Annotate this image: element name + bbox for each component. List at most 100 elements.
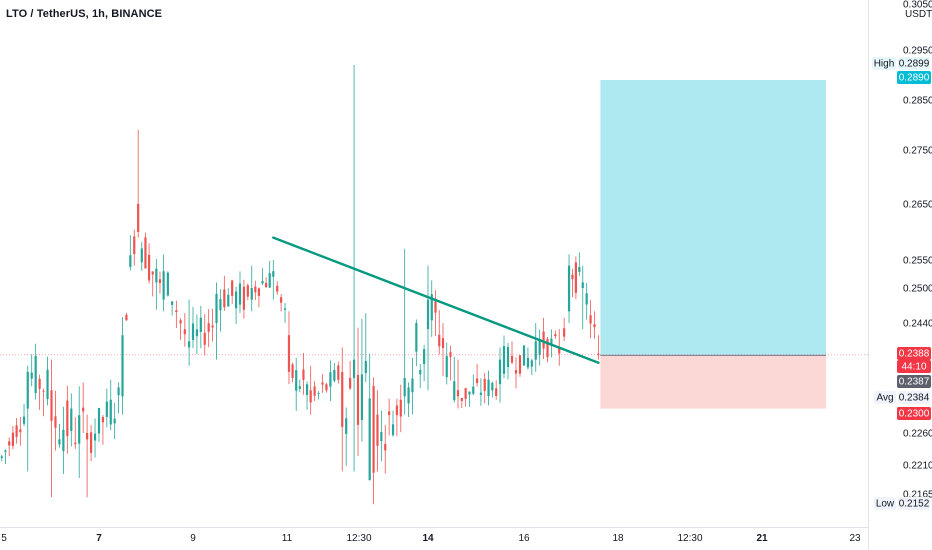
candle-body bbox=[15, 425, 18, 437]
low-tag-bg bbox=[874, 497, 896, 510]
candle-body bbox=[158, 279, 162, 283]
candle-body bbox=[546, 339, 549, 358]
avg-tag-text: Avg bbox=[876, 393, 893, 404]
candle-body bbox=[430, 294, 433, 321]
candle-body bbox=[426, 299, 430, 330]
candle-body bbox=[483, 378, 486, 391]
candle-body bbox=[183, 329, 186, 335]
x-tick-label: 23 bbox=[849, 533, 861, 544]
x-tick-label: 18 bbox=[612, 533, 624, 544]
candle-body bbox=[574, 262, 577, 293]
avg-value-tag-bg bbox=[898, 391, 930, 404]
candle-body bbox=[491, 382, 494, 391]
candle-body bbox=[510, 355, 514, 363]
candle-body bbox=[522, 345, 526, 366]
take-profit-zone bbox=[600, 80, 826, 356]
low-value-tag-text: 0.2152 bbox=[899, 499, 930, 510]
candle-body bbox=[456, 390, 460, 397]
candle-body bbox=[309, 390, 312, 403]
candle-body bbox=[360, 374, 364, 420]
candle-body bbox=[283, 308, 287, 310]
candle-body bbox=[449, 352, 452, 357]
candle-body bbox=[438, 334, 441, 347]
target-value-tag-text: 0.2890 bbox=[899, 73, 930, 84]
candle-body bbox=[388, 411, 391, 415]
candle-body bbox=[506, 346, 510, 368]
high-value-tag-bg bbox=[898, 57, 930, 70]
candle-body bbox=[19, 429, 22, 433]
candle-body bbox=[86, 433, 89, 440]
candle-body bbox=[109, 399, 112, 425]
candle-body bbox=[0, 456, 3, 459]
candles bbox=[0, 65, 600, 505]
y-tick-label: 0.2950 bbox=[903, 46, 932, 57]
candle-body bbox=[268, 273, 271, 288]
candle-body bbox=[250, 288, 253, 300]
candle-body bbox=[89, 432, 93, 453]
y-tick-label: 0.2260 bbox=[903, 429, 932, 440]
candle-body bbox=[97, 407, 101, 434]
candle-body bbox=[171, 301, 174, 305]
candle-body bbox=[518, 355, 522, 374]
candle-body bbox=[58, 439, 61, 445]
candle-body bbox=[384, 444, 387, 451]
stop-value-tag-bg bbox=[897, 407, 931, 420]
candle-body bbox=[34, 355, 37, 394]
entry-value-tag: 0.2387 bbox=[897, 375, 931, 388]
y-tick-label: 0.2650 bbox=[903, 200, 932, 211]
candle-body bbox=[227, 294, 230, 307]
candle-body bbox=[261, 281, 264, 284]
candle-body bbox=[495, 388, 498, 396]
candle-body bbox=[133, 236, 136, 255]
low-value-tag: 0.2152 bbox=[898, 497, 930, 510]
candle-body bbox=[578, 266, 581, 272]
candle-body bbox=[62, 429, 65, 452]
x-tick-label: 14 bbox=[422, 533, 434, 544]
candle-body bbox=[472, 386, 475, 394]
low-value-tag-bg bbox=[898, 497, 930, 510]
candle-body bbox=[74, 442, 77, 445]
candle-body bbox=[589, 315, 592, 324]
candle-body bbox=[460, 397, 463, 401]
candle-body bbox=[291, 364, 294, 379]
candle-body bbox=[162, 271, 165, 300]
countdown-tag: 44:10 bbox=[897, 360, 931, 373]
candle-body bbox=[380, 431, 383, 442]
candle-body bbox=[356, 374, 360, 425]
position-zones bbox=[600, 80, 826, 409]
candle-body bbox=[550, 338, 553, 346]
candle-body bbox=[203, 332, 206, 345]
price-axis-bg bbox=[868, 0, 932, 550]
candle-body bbox=[234, 291, 238, 309]
candle-body bbox=[563, 328, 566, 337]
high-value-tag-text: 0.2899 bbox=[899, 59, 930, 70]
candle-body bbox=[223, 289, 226, 308]
candle-body bbox=[144, 237, 147, 269]
candle-body bbox=[376, 414, 379, 446]
candle-body bbox=[195, 329, 199, 337]
candle-body bbox=[341, 371, 344, 427]
candle-body bbox=[155, 268, 158, 283]
candle-body bbox=[407, 387, 410, 404]
candle-body bbox=[445, 356, 448, 378]
candle-body bbox=[272, 271, 275, 277]
candle-body bbox=[364, 360, 367, 374]
candle-body bbox=[333, 369, 336, 381]
stop-loss-zone bbox=[600, 355, 826, 409]
candle-body bbox=[191, 323, 195, 341]
candle-body bbox=[105, 401, 108, 417]
candle-body bbox=[101, 416, 105, 423]
avg-value-tag-text: 0.2384 bbox=[899, 393, 930, 404]
candle-body bbox=[530, 360, 533, 367]
candle-body bbox=[30, 372, 33, 379]
candle-body bbox=[345, 418, 348, 434]
entry-value-tag-bg bbox=[897, 375, 931, 388]
candle-body bbox=[479, 392, 483, 395]
candle-body bbox=[395, 405, 399, 416]
candle-body bbox=[117, 387, 120, 396]
candle-body bbox=[502, 346, 506, 374]
candle-body bbox=[534, 341, 537, 360]
stop-value-tag-text: 0.2300 bbox=[899, 409, 930, 420]
candle-body bbox=[22, 416, 26, 424]
